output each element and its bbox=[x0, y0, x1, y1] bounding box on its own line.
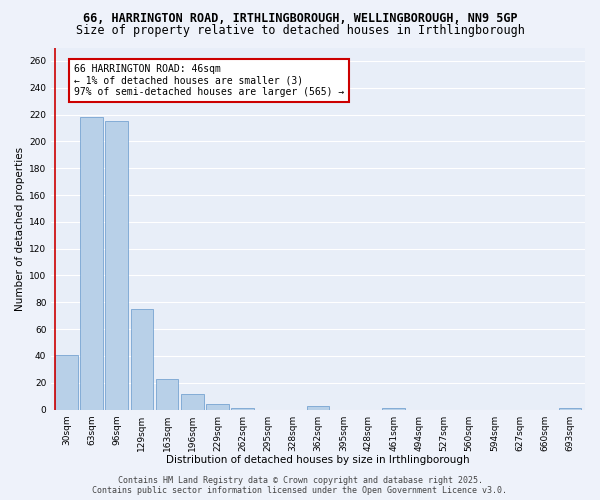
Bar bbox=[181, 394, 203, 409]
Text: Contains HM Land Registry data © Crown copyright and database right 2025.
Contai: Contains HM Land Registry data © Crown c… bbox=[92, 476, 508, 495]
Bar bbox=[80, 117, 103, 410]
Bar bbox=[156, 379, 178, 410]
Y-axis label: Number of detached properties: Number of detached properties bbox=[15, 146, 25, 310]
Text: 66, HARRINGTON ROAD, IRTHLINGBOROUGH, WELLINGBOROUGH, NN9 5GP: 66, HARRINGTON ROAD, IRTHLINGBOROUGH, WE… bbox=[83, 12, 517, 26]
Bar bbox=[307, 406, 329, 409]
Text: 66 HARRINGTON ROAD: 46sqm
← 1% of detached houses are smaller (3)
97% of semi-de: 66 HARRINGTON ROAD: 46sqm ← 1% of detach… bbox=[74, 64, 344, 97]
Bar bbox=[55, 354, 78, 410]
Bar bbox=[106, 122, 128, 410]
X-axis label: Distribution of detached houses by size in Irthlingborough: Distribution of detached houses by size … bbox=[166, 455, 470, 465]
Bar bbox=[231, 408, 254, 410]
Bar bbox=[131, 309, 153, 410]
Text: Size of property relative to detached houses in Irthlingborough: Size of property relative to detached ho… bbox=[76, 24, 524, 37]
Bar bbox=[382, 408, 405, 410]
Bar bbox=[559, 408, 581, 410]
Bar bbox=[206, 404, 229, 409]
